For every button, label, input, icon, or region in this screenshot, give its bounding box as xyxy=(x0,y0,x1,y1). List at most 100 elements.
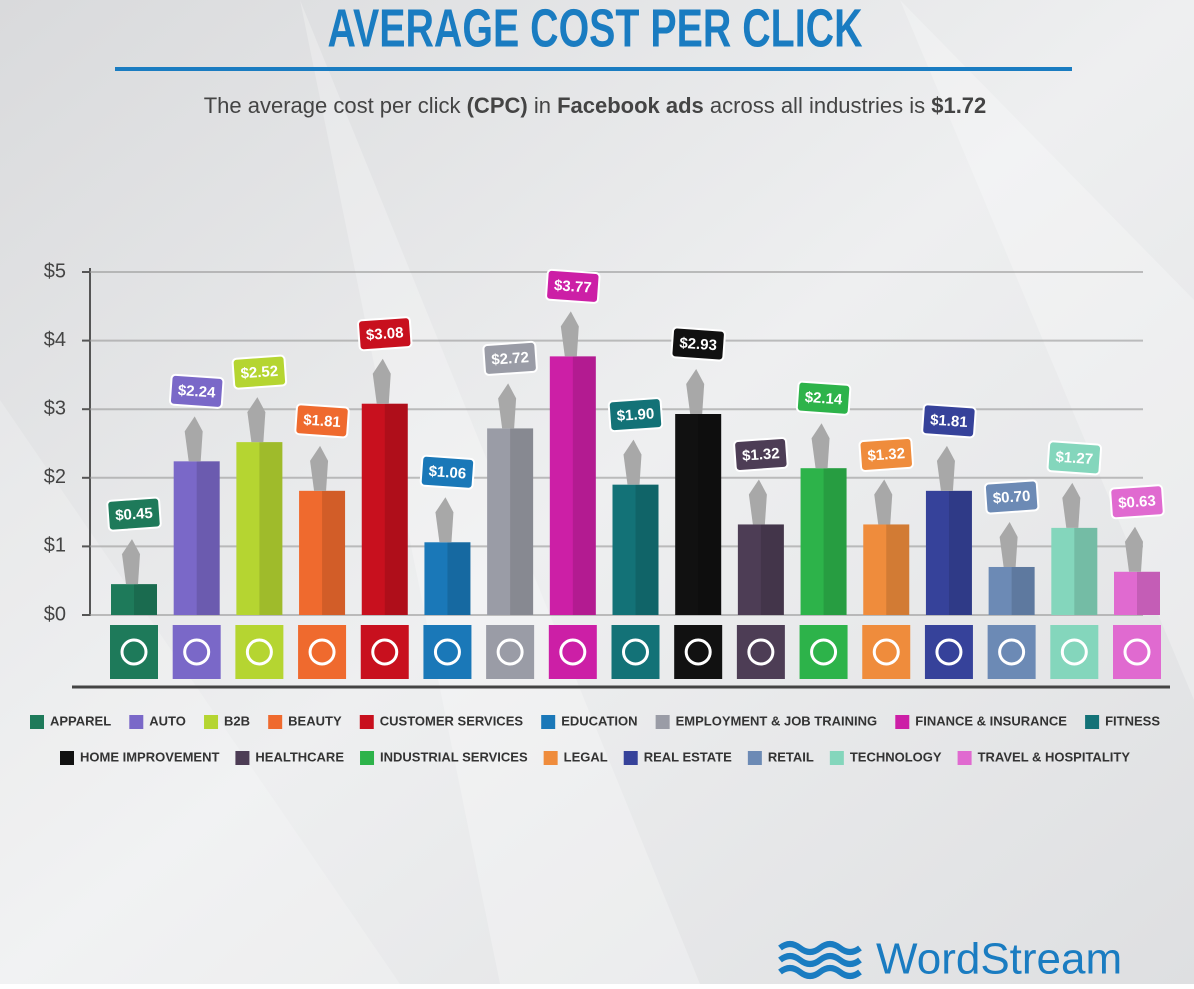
icon-glyph xyxy=(183,638,211,666)
category-icon xyxy=(924,625,973,679)
sign-holder xyxy=(1125,526,1143,572)
sign-holder xyxy=(936,445,955,491)
legend-label: HEALTHCARE xyxy=(255,749,344,764)
logo-wave xyxy=(778,941,862,955)
category-icon xyxy=(1050,625,1099,679)
legend-label: HOME IMPROVEMENT xyxy=(80,749,219,764)
bar xyxy=(988,566,1035,615)
sign-holder xyxy=(372,358,391,404)
y-tick-label: $0 xyxy=(44,603,66,625)
category-icon xyxy=(172,625,221,679)
legend-swatch xyxy=(268,715,283,729)
legend-swatch xyxy=(60,751,74,765)
subtitle-part: (CPC) xyxy=(467,93,528,118)
category-icon xyxy=(862,625,911,679)
bar xyxy=(863,524,910,615)
subtitle-part: $1.72 xyxy=(931,93,986,118)
bar xyxy=(299,490,346,615)
bar-shade xyxy=(134,584,157,615)
category-icon xyxy=(1113,625,1161,679)
category-icon xyxy=(423,625,472,679)
y-tick-label: $3 xyxy=(44,397,66,419)
bar xyxy=(675,414,722,615)
legend-swatch xyxy=(957,751,972,765)
value-label: $2.72 xyxy=(491,349,530,369)
bar xyxy=(612,484,659,615)
bar-shade xyxy=(760,524,784,615)
bar-shade xyxy=(1137,571,1160,615)
value-label: $0.70 xyxy=(992,488,1031,508)
label-sign xyxy=(482,340,538,376)
category-icon xyxy=(987,625,1036,679)
label-sign xyxy=(1046,440,1103,476)
legend-label: FINANCE & INSURANCE xyxy=(915,713,1067,728)
label-sign xyxy=(858,436,914,472)
legend-swatch xyxy=(204,715,219,729)
sign-holder xyxy=(748,479,767,525)
value-label: $1.32 xyxy=(742,445,781,465)
sign-holder xyxy=(623,439,642,485)
category-icon xyxy=(360,625,409,679)
legend-swatch xyxy=(541,715,556,729)
value-label: $1.81 xyxy=(930,412,969,432)
logo-wave xyxy=(778,965,862,979)
legend-swatch xyxy=(30,715,44,729)
icon-glyph xyxy=(935,638,963,666)
icon-glyph xyxy=(371,638,399,666)
bar-shade xyxy=(322,490,346,615)
sign-holder xyxy=(874,479,893,525)
sign-holder xyxy=(247,397,266,443)
y-tick-label: $4 xyxy=(44,329,66,351)
legend-swatch xyxy=(623,751,638,765)
category-icon xyxy=(674,625,723,679)
y-tick-label: $2 xyxy=(44,466,66,488)
label-sign xyxy=(168,373,225,409)
sign-holder xyxy=(310,445,329,491)
icon-glyph xyxy=(622,638,649,666)
value-label: $1.27 xyxy=(1055,449,1094,469)
y-tick-label: $5 xyxy=(44,260,66,282)
legend-swatch xyxy=(359,715,374,729)
legend-swatch xyxy=(747,751,762,765)
icon-glyph xyxy=(1060,638,1088,666)
legend-swatch xyxy=(655,715,670,729)
icon-glyph xyxy=(810,638,838,666)
label-sign xyxy=(294,403,350,439)
value-label: $1.81 xyxy=(303,412,342,432)
bar-shade xyxy=(635,484,659,615)
value-label: $1.90 xyxy=(616,405,655,425)
legend-swatch xyxy=(360,751,375,765)
subtitle-part: Facebook ads xyxy=(557,93,704,118)
legend-swatch xyxy=(129,715,144,729)
label-sign xyxy=(1109,484,1165,520)
sign-holder xyxy=(435,497,454,543)
bar xyxy=(424,542,471,615)
category-icon xyxy=(235,625,284,679)
bar xyxy=(1114,571,1160,615)
legend-swatch xyxy=(1085,715,1100,729)
label-sign xyxy=(921,403,977,439)
sign-holder xyxy=(184,416,203,462)
subtitle-part: The average cost per click xyxy=(204,93,467,118)
brand-logo: WordStream xyxy=(778,935,1122,984)
label-sign xyxy=(670,326,726,362)
bar-shade xyxy=(823,468,847,615)
legend-swatch xyxy=(829,751,844,765)
bar-shade xyxy=(698,414,722,615)
legend-label: APPAREL xyxy=(50,713,111,728)
category-icon xyxy=(611,625,660,679)
bar xyxy=(361,403,408,615)
value-label: $1.32 xyxy=(867,445,906,465)
label-sign xyxy=(106,496,162,532)
legend-label: INDUSTRIAL SERVICES xyxy=(380,749,528,764)
bar-shade xyxy=(572,356,596,615)
label-sign xyxy=(419,454,476,490)
bar-shade xyxy=(259,442,283,615)
value-label: $2.93 xyxy=(679,335,718,355)
sign-holder xyxy=(811,423,830,469)
bar xyxy=(925,490,972,615)
bar xyxy=(549,356,596,615)
legend-label: LEGAL xyxy=(564,749,608,764)
icon-glyph xyxy=(747,638,775,666)
